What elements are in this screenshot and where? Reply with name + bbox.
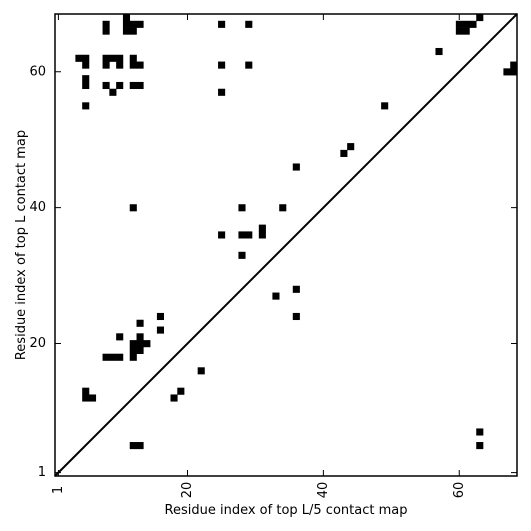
contact-cell	[177, 387, 185, 395]
contact-cell	[258, 231, 266, 239]
x-tick-label: 1	[51, 486, 66, 494]
y-tick-label: 40	[29, 200, 46, 215]
contact-cell	[503, 68, 511, 76]
contact-cell	[136, 442, 144, 450]
contact-cell	[102, 353, 110, 361]
x-tick-label: 20	[180, 482, 195, 499]
contact-cell	[136, 20, 144, 28]
contact-cell	[129, 54, 137, 62]
contact-cell	[102, 61, 110, 69]
contact-cell	[292, 312, 300, 321]
axis-ticks: 1 20 40 60 1 20 40 60	[29, 14, 517, 498]
contact-cell	[462, 20, 470, 28]
contact-cell	[102, 27, 110, 35]
contact-cell	[245, 61, 253, 69]
contact-cell	[347, 143, 355, 151]
contact-cell	[292, 163, 300, 171]
contact-cell	[129, 340, 137, 348]
x-tick-label: 60	[452, 482, 467, 499]
contact-cells	[75, 14, 518, 450]
contact-cell	[197, 367, 205, 375]
contact-cell	[510, 61, 518, 69]
contact-cell	[122, 14, 131, 22]
contact-cell	[170, 394, 178, 402]
contact-cell	[116, 353, 124, 361]
contact-cell	[245, 231, 253, 239]
contact-cell	[102, 54, 110, 62]
contact-cell	[82, 75, 90, 83]
contact-cell	[476, 14, 484, 22]
x-axis-label: Residue index of top L/5 contact map	[165, 503, 408, 518]
contact-cell	[258, 224, 266, 232]
contact-cell	[116, 61, 124, 69]
contact-cell	[136, 333, 144, 341]
contact-cell	[462, 27, 470, 35]
x-tick-label: 40	[316, 482, 331, 499]
contact-cell	[238, 231, 246, 239]
contact-cell	[136, 319, 144, 327]
contact-cell	[102, 81, 110, 90]
contact-cell	[129, 20, 137, 28]
y-tick-label: 60	[29, 64, 46, 79]
contact-cell	[340, 149, 348, 157]
contact-cell	[218, 20, 226, 28]
contact-cell	[129, 346, 137, 354]
contact-cell	[109, 88, 117, 96]
contact-cell	[469, 20, 477, 28]
plot-frame	[54, 13, 518, 477]
contact-cell	[476, 428, 484, 436]
contact-cell	[82, 387, 90, 395]
contact-cell	[122, 27, 131, 35]
contact-cell	[238, 251, 246, 259]
contact-cell	[218, 88, 226, 96]
contact-cell	[82, 61, 90, 69]
contact-cell	[82, 54, 90, 62]
contact-cell	[129, 81, 137, 90]
contact-cell	[75, 54, 83, 62]
contact-cell	[109, 353, 117, 361]
contact-cell	[455, 27, 463, 35]
contact-cell	[129, 204, 137, 212]
contact-cell	[116, 81, 124, 90]
contact-cell	[238, 204, 246, 212]
diagonal-line	[54, 13, 518, 477]
contact-cell	[136, 346, 144, 354]
contact-cell	[156, 326, 164, 334]
contact-cell	[476, 442, 484, 450]
contact-cell	[218, 231, 226, 239]
contact-cell	[279, 204, 287, 212]
contact-cell	[381, 102, 389, 110]
contact-cell	[136, 340, 144, 348]
contact-cell	[116, 333, 124, 341]
contact-cell	[272, 292, 280, 300]
contact-cell	[245, 20, 253, 28]
contact-cell	[88, 394, 97, 402]
contact-cell	[129, 27, 137, 35]
contact-cell	[292, 285, 300, 293]
contact-cell	[116, 54, 124, 62]
contact-cell	[82, 102, 90, 110]
contact-cell	[136, 81, 144, 90]
contact-cell	[82, 394, 90, 402]
y-tick-label: 20	[29, 336, 46, 351]
contact-cell	[218, 61, 226, 69]
y-axis-label: Residue index of top L contact map	[14, 130, 29, 360]
contact-cell	[156, 312, 164, 321]
contact-cell	[143, 340, 151, 348]
contact-cell	[455, 20, 463, 28]
contact-cell	[109, 54, 117, 62]
y-tick-label: 1	[38, 465, 46, 480]
contact-cell	[102, 20, 110, 28]
contact-cell	[82, 81, 90, 90]
contact-cell	[435, 47, 443, 56]
contact-cell	[136, 61, 144, 69]
contact-cell	[129, 442, 137, 450]
contact-cell	[129, 61, 137, 69]
contact-cell	[129, 353, 137, 361]
contact-cell	[122, 20, 131, 28]
